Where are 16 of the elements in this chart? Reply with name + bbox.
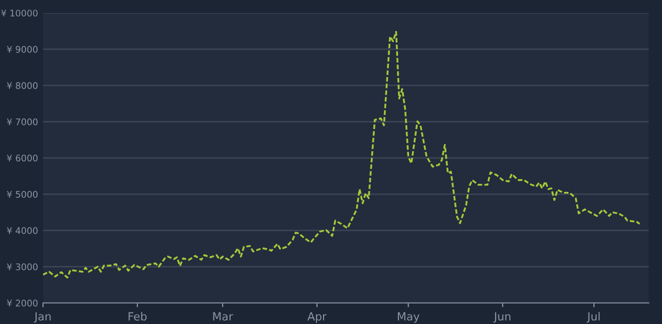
y-tick-label: ¥ 8000 [6, 82, 38, 90]
x-tick-label: Apr [307, 312, 327, 323]
y-tick-label: ¥ 9000 [6, 46, 38, 53]
y-tick-label: ¥ 4000 [6, 227, 38, 234]
x-tick-label: Jan [34, 312, 51, 323]
x-tick-label: Jun [493, 312, 510, 323]
x-tick-label: May [398, 312, 420, 323]
x-tick-label: Feb [128, 312, 147, 321]
y-tick-label: ¥ 6000 [6, 154, 38, 162]
y-tick-label: ¥ 7000 [6, 118, 38, 126]
y-tick-label: ¥ 2000 [6, 300, 38, 306]
y-tick-label: ¥ 10000 [1, 10, 38, 17]
x-tick-label: Mar [213, 312, 234, 321]
y-tick-label: ¥ 3000 [6, 263, 38, 270]
x-tick-label: Jul [586, 312, 600, 323]
y-tick-label: ¥ 5000 [6, 190, 38, 198]
